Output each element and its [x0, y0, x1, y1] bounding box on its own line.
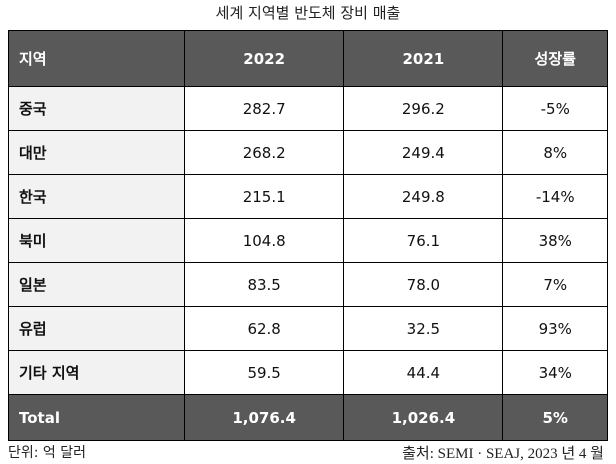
value-cell: 296.2 [343, 86, 504, 131]
value-cell: 8% [502, 130, 608, 175]
header-cell: 성장률 [502, 30, 608, 87]
table-row: 북미 104.8 76.1 38% [7, 218, 608, 263]
table-row: 유럽 62.8 32.5 93% [7, 306, 608, 351]
source-note: 출처: SEMI · SEAJ, 2023 년 4 월 [402, 446, 604, 462]
total-cell: 5% [502, 394, 608, 441]
table-row: 한국 215.1 249.8 -14% [7, 174, 608, 219]
table-row: 중국 282.7 296.2 -5% [7, 86, 608, 131]
value-cell: -14% [502, 174, 608, 219]
sales-table: 지역 2022 2021 성장률 중국 282.7 296.2 -5% 대만 268.2 249.… [7, 30, 608, 441]
total-cell: 1,076.4 [184, 394, 345, 441]
unit-note: 단위: 억 달러 [8, 445, 87, 461]
region-cell: 일본 [7, 262, 186, 307]
table-title: 세계 지역별 반도체 장비 매출 [215, 4, 401, 22]
value-cell: 104.8 [184, 218, 345, 263]
table-row: 대만 268.2 249.4 8% [7, 130, 608, 175]
region-cell: 유럽 [7, 306, 186, 351]
region-cell: 중국 [7, 86, 186, 131]
value-cell: 38% [502, 218, 608, 263]
region-cell: 한국 [7, 174, 186, 219]
value-cell: 249.8 [343, 174, 504, 219]
header-row: 지역 2022 2021 성장률 [7, 30, 608, 87]
header-cell: 2021 [343, 30, 504, 87]
value-cell: 78.0 [343, 262, 504, 307]
region-cell: 대만 [7, 130, 186, 175]
value-cell: 44.4 [343, 350, 504, 395]
value-cell: 282.7 [184, 86, 345, 131]
total-row: Total 1,076.4 1,026.4 5% [7, 394, 608, 441]
value-cell: -5% [502, 86, 608, 131]
value-cell: 59.5 [184, 350, 345, 395]
table-row: 일본 83.5 78.0 7% [7, 262, 608, 307]
header-cell: 지역 [7, 30, 186, 87]
total-cell: Total [7, 394, 186, 441]
value-cell: 7% [502, 262, 608, 307]
value-cell: 83.5 [184, 262, 345, 307]
region-cell: 북미 [7, 218, 186, 263]
value-cell: 62.8 [184, 306, 345, 351]
value-cell: 268.2 [184, 130, 345, 175]
value-cell: 215.1 [184, 174, 345, 219]
region-cell: 기타 지역 [7, 350, 186, 395]
value-cell: 93% [502, 306, 608, 351]
value-cell: 34% [502, 350, 608, 395]
table-row: 기타 지역 59.5 44.4 34% [7, 350, 608, 395]
value-cell: 249.4 [343, 130, 504, 175]
value-cell: 32.5 [343, 306, 504, 351]
value-cell: 76.1 [343, 218, 504, 263]
header-cell: 2022 [184, 30, 345, 87]
total-cell: 1,026.4 [343, 394, 504, 441]
